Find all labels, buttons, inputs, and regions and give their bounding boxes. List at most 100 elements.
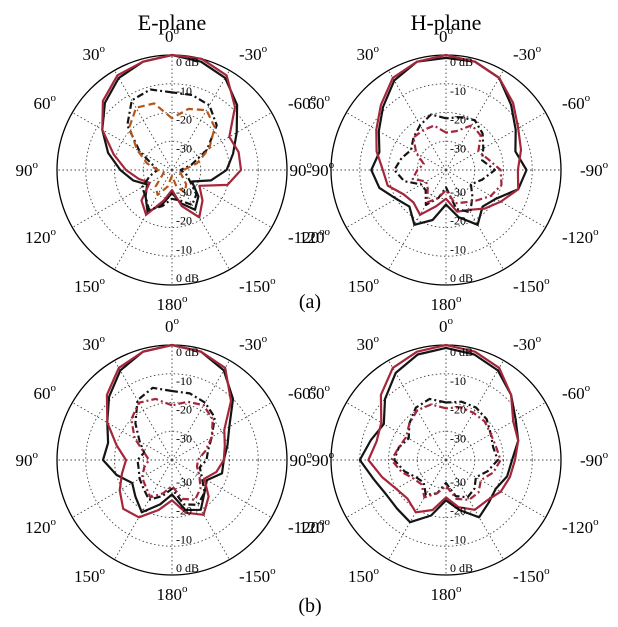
- angle-tick-label: -120o: [562, 516, 599, 537]
- radial-tick-label: -20: [176, 403, 192, 417]
- radial-tick-label: -20: [176, 504, 192, 518]
- angle-tick-label: 30o: [357, 43, 380, 64]
- angle-tick-label: 30o: [83, 333, 106, 354]
- radial-tick-label: 0 dB: [176, 271, 199, 285]
- angle-tick-label: 30o: [357, 333, 380, 354]
- radial-tick-label: -10: [176, 242, 192, 256]
- grid-spoke: [388, 70, 447, 171]
- angle-tick-label: -60o: [288, 382, 317, 403]
- radial-tick-label: 0 dB: [450, 271, 473, 285]
- angle-tick-label: 120o: [299, 226, 331, 247]
- grid-spoke: [114, 70, 173, 171]
- angle-tick-label: 120o: [25, 226, 57, 247]
- series-curve-crimson-solid: [375, 53, 523, 216]
- h-plane-title: H-plane: [411, 10, 482, 35]
- radial-tick-label: 0 dB: [176, 345, 199, 359]
- grid-ring: [359, 83, 533, 257]
- radial-tick-label: -30: [176, 185, 192, 199]
- angle-tick-label: 180o: [157, 293, 189, 314]
- angle-tick-label: -90o: [580, 159, 609, 180]
- angle-tick-label: -30o: [513, 333, 542, 354]
- angle-tick-label: 180o: [431, 293, 463, 314]
- grid-ring: [359, 373, 533, 547]
- grid-spoke: [171, 459, 272, 518]
- angle-tick-label: 0o: [439, 315, 454, 336]
- series-curve-crimson-solid: [101, 53, 243, 219]
- angle-tick-label: 0o: [439, 25, 454, 46]
- angle-tick-label: 150o: [348, 565, 380, 586]
- panel-label-a: (a): [299, 291, 321, 313]
- angle-tick-label: -60o: [562, 92, 591, 113]
- series-curve-black-solid: [358, 346, 520, 524]
- angle-tick-label: 90o: [16, 449, 39, 470]
- radial-tick-label: 0 dB: [450, 55, 473, 69]
- radial-tick-label: -30: [450, 431, 466, 445]
- grid-spoke: [445, 169, 504, 270]
- angle-tick-label: 90o: [290, 159, 313, 180]
- grid-spoke: [72, 459, 173, 518]
- radial-tick-label: -10: [450, 242, 466, 256]
- radial-tick-label: -20: [176, 214, 192, 228]
- polar-plot-b-h-plane: 0 dB -10 -20 -30 -30 -20 -10 0 dB 0o -30o -60o -90o…: [290, 315, 609, 604]
- angle-tick-label: 180o: [431, 583, 463, 604]
- angle-tick-label: 90o: [290, 449, 313, 470]
- series-curve-black-dashdot: [134, 386, 216, 506]
- polar-plot-a-e-plane: 0 dB-10-20-30-30-20-100 dB0o-30o-60o-90o…: [16, 25, 335, 314]
- angle-tick-label: -150o: [239, 565, 276, 586]
- radial-tick-label: 0 dB: [176, 55, 199, 69]
- grid-spoke: [72, 112, 173, 171]
- radial-tick-label: -20: [450, 113, 466, 127]
- radial-tick-label: -20: [450, 504, 466, 518]
- series-curve-black-dashdot: [393, 397, 499, 499]
- grid-spoke: [388, 169, 447, 270]
- angle-tick-label: -30o: [239, 333, 268, 354]
- radial-tick-label: -20: [450, 403, 466, 417]
- radial-tick-label: 0 dB: [450, 345, 473, 359]
- angle-tick-label: -150o: [513, 275, 550, 296]
- radial-tick-label: -10: [176, 532, 192, 546]
- grid-spoke: [72, 402, 173, 461]
- radial-tick-label: -10: [176, 374, 192, 388]
- grid-spoke: [171, 169, 272, 228]
- angle-tick-label: -120o: [562, 226, 599, 247]
- grid-spoke: [445, 360, 504, 461]
- radial-tick-label: -30: [450, 475, 466, 489]
- radial-tick-label: -30: [450, 141, 466, 155]
- grid-spoke: [114, 169, 173, 270]
- angle-tick-label: 150o: [74, 565, 106, 586]
- series-curve-crimson-dashdot: [411, 124, 503, 205]
- grid-spoke: [171, 360, 230, 461]
- radial-tick-label: -10: [450, 374, 466, 388]
- radial-tick-label: -20: [176, 113, 192, 127]
- angle-tick-label: 120o: [25, 516, 57, 537]
- grid-spoke: [346, 112, 447, 171]
- radial-tick-label: -10: [450, 84, 466, 98]
- angle-tick-label: 90o: [16, 159, 39, 180]
- grid-spoke: [171, 169, 230, 270]
- angle-tick-label: -150o: [239, 275, 276, 296]
- angle-tick-label: 150o: [74, 275, 106, 296]
- radial-tick-label: -10: [450, 532, 466, 546]
- grid-spoke: [445, 112, 546, 171]
- angle-tick-label: 60o: [308, 92, 331, 113]
- e-plane-title: E-plane: [138, 10, 206, 35]
- polar-plot-b-e-plane: 0 dB-10-20-30-30-20-100 dB0o-30o-60o-90o…: [16, 315, 335, 604]
- angle-tick-label: -30o: [513, 43, 542, 64]
- angle-tick-label: 60o: [308, 382, 331, 403]
- grid-spoke: [114, 459, 173, 560]
- series-curve-crimson-solid: [367, 343, 520, 514]
- polar-plot-a-h-plane: 0 dB -10 -20 -30 -30 -20 -10 0 dB 0o -30o -60o -90o…: [290, 25, 609, 314]
- grid-spoke: [388, 459, 447, 560]
- angle-tick-label: 30o: [83, 43, 106, 64]
- series-curve-crimson-dashdot: [130, 397, 214, 501]
- series-curve-black-dashdot: [393, 113, 496, 214]
- angle-tick-label: 0o: [165, 315, 180, 336]
- radial-tick-label: -30: [176, 475, 192, 489]
- grid-spoke: [171, 70, 230, 171]
- series-curve-crimson-solid: [105, 343, 233, 519]
- series-curve-black-solid: [101, 53, 239, 214]
- angle-tick-label: -150o: [513, 565, 550, 586]
- angle-tick-label: -30o: [239, 43, 268, 64]
- angle-tick-label: -60o: [288, 92, 317, 113]
